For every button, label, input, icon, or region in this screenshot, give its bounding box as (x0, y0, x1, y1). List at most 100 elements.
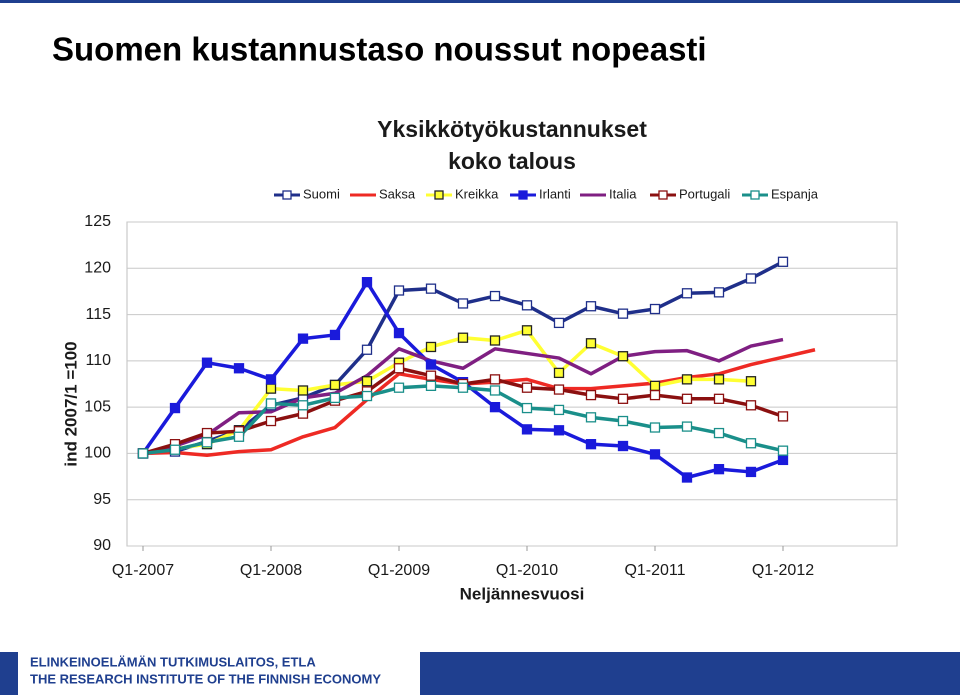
data-marker (649, 449, 661, 460)
data-marker (297, 385, 309, 396)
data-marker (777, 445, 789, 456)
y-tick-label: 120 (84, 260, 111, 277)
data-marker (585, 439, 597, 450)
legend-label: Kreikka (455, 186, 499, 201)
data-marker (393, 285, 405, 296)
data-marker (137, 448, 149, 459)
data-marker (169, 402, 181, 414)
footer-text: THE RESEARCH INSTITUTE OF THE FINNISH EC… (30, 671, 381, 686)
data-marker (521, 402, 533, 414)
legend-label: Irlanti (539, 186, 571, 201)
data-marker (585, 412, 597, 423)
data-marker (265, 374, 277, 385)
data-marker (361, 376, 373, 387)
data-marker (169, 444, 181, 455)
x-tick-label: Q1-2011 (624, 562, 685, 579)
legend-marker (282, 190, 292, 200)
data-marker (777, 411, 789, 422)
y-tick-label: 100 (84, 445, 111, 462)
x-tick-label: Q1-2008 (240, 562, 302, 579)
data-marker (777, 256, 789, 267)
x-tick-label: Q1-2009 (368, 562, 430, 579)
x-axis-label: Neljännesvuosi (460, 584, 585, 603)
data-marker (681, 421, 693, 432)
data-marker (681, 393, 693, 404)
y-tick-label: 115 (85, 306, 111, 323)
data-marker (553, 384, 565, 395)
data-marker (617, 393, 629, 404)
data-marker (649, 422, 661, 433)
data-marker (425, 380, 437, 392)
data-marker (233, 363, 245, 374)
data-marker (713, 464, 725, 475)
data-marker (521, 325, 533, 336)
y-axis-label: ind 2007/1 =100 (61, 341, 80, 466)
data-marker (713, 287, 725, 298)
legend-marker (518, 190, 528, 200)
chart-subtitle: koko talous (448, 148, 576, 174)
data-marker (425, 370, 437, 381)
legend-label: Suomi (303, 186, 340, 201)
data-marker (457, 298, 469, 309)
data-marker (553, 425, 565, 436)
data-marker (489, 401, 501, 413)
data-marker (265, 415, 277, 427)
legend-label: Italia (609, 186, 637, 201)
data-marker (361, 344, 373, 355)
data-marker (585, 389, 597, 401)
data-marker (489, 290, 501, 302)
data-marker (329, 329, 341, 341)
data-marker (265, 398, 277, 409)
y-tick-label: 125 (84, 213, 111, 230)
data-marker (745, 466, 757, 478)
data-marker (745, 400, 757, 411)
y-tick-label: 90 (93, 537, 111, 554)
x-tick-label: Q1-2007 (112, 562, 174, 579)
x-tick-label: Q1-2012 (752, 562, 814, 579)
data-marker (201, 427, 213, 439)
data-marker (713, 427, 725, 439)
series-line (142, 337, 784, 456)
data-marker (489, 385, 501, 396)
data-marker (521, 424, 533, 435)
slide-title: Suomen kustannustaso noussut nopeasti (52, 31, 707, 68)
legend-marker (658, 190, 668, 200)
data-marker (425, 283, 437, 294)
data-marker (393, 327, 405, 339)
data-marker (617, 440, 629, 452)
data-marker (297, 408, 309, 419)
data-marker (617, 308, 629, 319)
footer-band (420, 652, 960, 695)
data-marker (521, 300, 533, 311)
legend-marker (750, 190, 760, 200)
data-marker (297, 333, 309, 344)
legend-label: Saksa (379, 186, 416, 201)
data-marker (457, 382, 469, 393)
data-marker (553, 367, 565, 379)
data-marker (425, 341, 437, 353)
data-marker (649, 389, 661, 401)
data-marker (681, 374, 693, 385)
legend-label: Espanja (771, 186, 819, 201)
data-marker (745, 376, 757, 387)
chart-title: Yksikkötyökustannukset (377, 116, 647, 142)
data-marker (361, 277, 373, 288)
data-marker (681, 472, 693, 483)
data-marker (457, 332, 469, 343)
data-marker (297, 400, 309, 411)
data-marker (233, 431, 245, 442)
data-marker (713, 393, 725, 404)
data-marker (585, 338, 597, 349)
legend-label: Portugali (679, 186, 730, 201)
data-marker (521, 382, 533, 393)
data-marker (553, 317, 565, 329)
data-marker (201, 437, 213, 448)
data-marker (649, 380, 661, 392)
data-marker (745, 273, 757, 284)
top-rule (0, 0, 960, 3)
data-marker (265, 383, 277, 394)
y-tick-label: 105 (84, 398, 111, 415)
data-marker (329, 392, 341, 404)
data-marker (745, 438, 757, 449)
